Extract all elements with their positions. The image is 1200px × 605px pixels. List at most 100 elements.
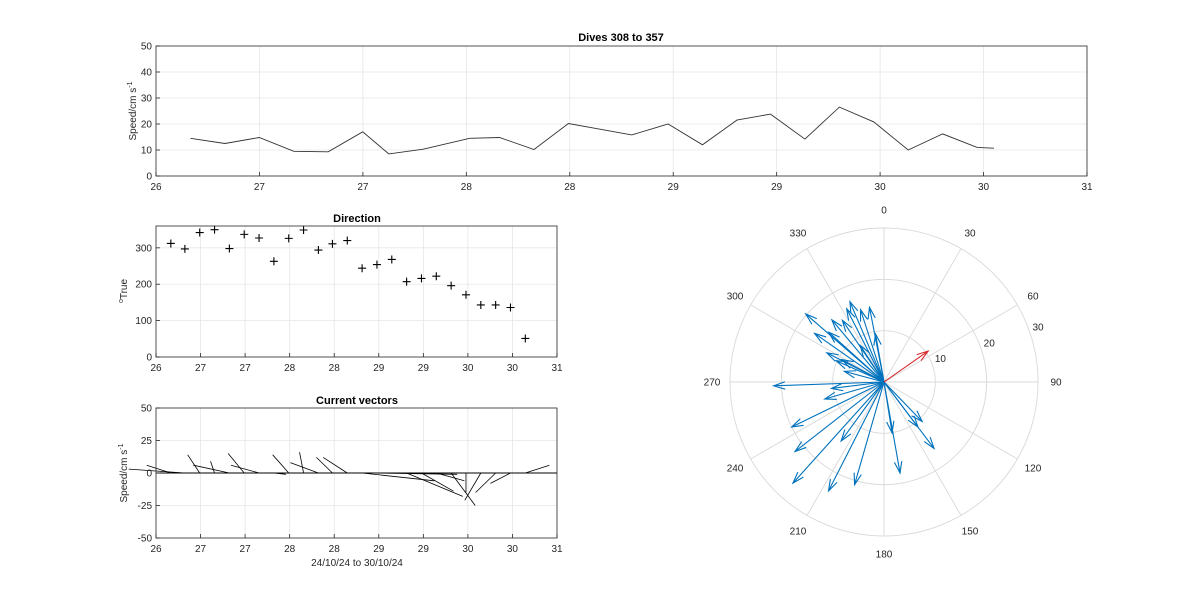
direction-ylabel: oTrue: [118, 279, 130, 304]
vectors-xtick-label: 31: [551, 544, 563, 555]
vectors-xlabel: 24/10/24 to 30/10/24: [311, 558, 403, 569]
compass-angle-label: 330: [790, 229, 807, 240]
compass-arrow: [792, 381, 885, 484]
compass-angle-label: 30: [964, 229, 976, 240]
compass-arrow: [841, 319, 885, 383]
compass-arrow: [835, 360, 885, 383]
compass-angle-label: 0: [881, 206, 887, 217]
compass-arrow: [883, 381, 901, 474]
compass-arrow-head: [907, 415, 920, 429]
vector-stick: [227, 453, 245, 474]
direction-point: [491, 300, 500, 309]
speed-xtick-label: 29: [668, 182, 680, 193]
vector-stick: [490, 472, 511, 484]
compass-angle-label: 270: [704, 378, 721, 389]
vectors-xtick-label: 26: [150, 544, 162, 555]
direction-point: [284, 234, 293, 243]
compass-radius-label: 20: [984, 338, 996, 349]
direction-xtick-label: 26: [150, 363, 162, 374]
compass-angle-label: 300: [727, 292, 744, 303]
speed-xtick-label: 30: [875, 182, 887, 193]
compass-arrow: [846, 308, 885, 383]
speed-xtick-label: 27: [254, 182, 266, 193]
compass-angle-label: 240: [727, 464, 744, 475]
speed-ytick-label: 30: [141, 94, 153, 105]
vectors-title: Current vectors: [316, 395, 398, 407]
vectors-ytick-label: 50: [141, 404, 153, 415]
compass-arrow: [791, 381, 885, 428]
compass-arrow: [794, 381, 885, 452]
compass-angle-label: 60: [1027, 292, 1039, 303]
direction-point: [240, 230, 249, 239]
vector-stick: [525, 464, 550, 474]
compass-arrow-head: [859, 308, 869, 322]
direction-point: [299, 226, 308, 235]
vector-stick: [187, 454, 201, 474]
direction-axes-box: [155, 225, 558, 358]
compass-arrows: [771, 300, 936, 493]
compass-spoke: [883, 381, 962, 516]
vector-stick: [272, 454, 290, 474]
speed-xtick-label: 29: [771, 182, 783, 193]
vectors-xtick-label: 30: [462, 544, 474, 555]
direction-point: [476, 300, 485, 309]
vectors-xtick-label: 29: [418, 544, 430, 555]
compass-arrow-head: [845, 307, 856, 321]
speed-xtick-label: 26: [150, 182, 162, 193]
compass-arrow-head: [825, 352, 839, 362]
vector-stick: [290, 462, 319, 474]
direction-point: [461, 290, 470, 299]
compass-spoke: [883, 304, 1018, 383]
compass-arrow-head: [827, 331, 840, 343]
speed-ylabel: Speed/cm s-1: [127, 81, 139, 140]
compass-arrow: [831, 381, 885, 389]
vectors-xtick-label: 27: [195, 544, 207, 555]
direction-ytick-label: 200: [135, 280, 152, 291]
compass-arrow-head: [893, 461, 903, 475]
compass-arrow: [805, 313, 885, 383]
compass-arrow-head: [853, 472, 862, 487]
direction-point: [358, 264, 367, 273]
compass-arrow-head: [859, 343, 870, 358]
vector-stick: [193, 464, 230, 474]
compass-radius-label: 30: [1032, 322, 1044, 333]
compass-arrow-head: [823, 391, 837, 400]
direction-ytick-label: 300: [135, 243, 152, 254]
speed-title: Dives 308 to 357: [578, 32, 664, 44]
vectors-ylabel-text: Speed/cm s: [119, 450, 130, 503]
compass-arrow: [868, 307, 885, 383]
speed-ytick-label: 50: [141, 42, 153, 53]
speed-ytick-label: 0: [146, 172, 152, 183]
direction-point: [180, 244, 189, 253]
compass-angle-label: 120: [1025, 464, 1042, 475]
vector-stick: [230, 464, 260, 474]
direction-point: [417, 274, 426, 283]
vectors-sticks: [128, 452, 557, 506]
compass-panel: 0 30 60 90 120 150 180 210 240 270 300 330 10 20 30: [704, 206, 1062, 561]
vectors-ylabel: Speed/cm s-1: [118, 443, 130, 502]
direction-grid: [156, 226, 557, 357]
direction-ytick-label: 0: [146, 353, 152, 364]
direction-point: [195, 228, 204, 237]
compass-arrow: [883, 381, 923, 422]
compass-arrow-head: [911, 410, 924, 423]
direction-point: [314, 246, 323, 255]
vector-stick: [421, 472, 454, 492]
vectors-ytick-label: -25: [138, 501, 153, 512]
compass-spoke: [750, 304, 885, 383]
compass-arrow: [814, 332, 885, 383]
compass-arrow-head: [867, 305, 876, 320]
compass-mean-arrow: [883, 350, 929, 383]
compass-mean-arrow-head: [916, 350, 930, 361]
vectors-xtick-label: 28: [284, 544, 296, 555]
direction-xtick-label: 31: [551, 363, 563, 374]
speed-ticks: 26 27 27 28 28 29 29 30 30 31 0 10 20 30 40 50: [141, 42, 1093, 194]
compass-spoke: [806, 248, 885, 383]
direction-ytick-label: 100: [135, 316, 152, 327]
speed-grid: [156, 46, 1087, 176]
compass-angle-label: 210: [790, 526, 807, 537]
direction-point: [506, 303, 515, 312]
vector-stick: [322, 457, 348, 474]
direction-point: [210, 225, 219, 234]
vectors-xtick-label: 27: [240, 544, 252, 555]
